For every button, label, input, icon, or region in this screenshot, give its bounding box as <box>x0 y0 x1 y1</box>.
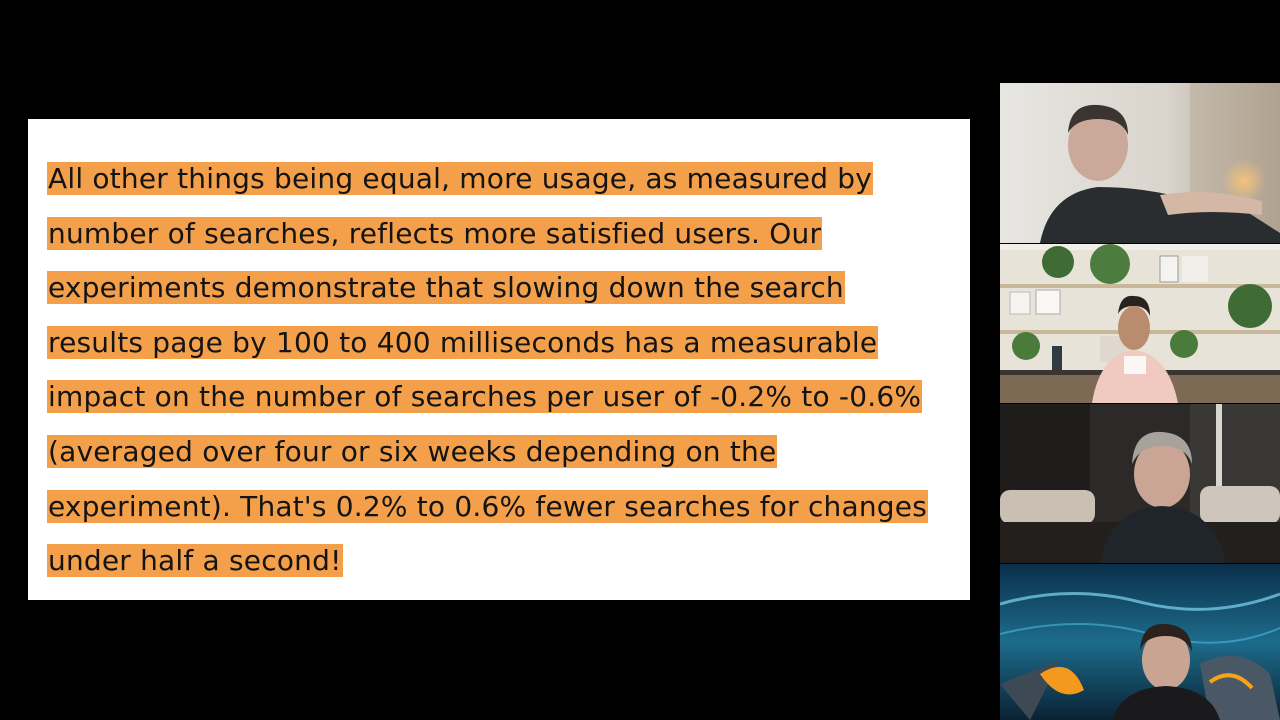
quote-line: All other things being equal, more usage… <box>47 162 874 195</box>
quote-line: results page by 100 to 400 milliseconds … <box>47 325 879 359</box>
participant-tiles <box>1000 83 1280 720</box>
participant-3-video <box>1000 404 1280 563</box>
participant-4-video <box>1000 564 1280 720</box>
quote-line: experiments demonstrate that slowing dow… <box>47 271 845 305</box>
participant-tile-3[interactable] <box>1000 404 1280 563</box>
participant-1-video <box>1000 83 1280 243</box>
shared-slide: All other things being equal, more usage… <box>28 119 970 600</box>
participant-tile-1[interactable] <box>1000 83 1280 243</box>
participant-tile-4[interactable] <box>1000 564 1280 720</box>
participant-tile-2[interactable] <box>1000 244 1280 403</box>
participant-2-video <box>1000 244 1280 403</box>
quote-line: number of searches, reflects more satisf… <box>47 216 823 250</box>
highlighted-quote: All other things being equal, more usage… <box>47 152 928 589</box>
quote-line: under half a second! <box>47 544 343 578</box>
quote-line: (averaged over four or six weeks dependi… <box>47 434 778 468</box>
quote-line: impact on the number of searches per use… <box>47 380 923 414</box>
quote-line: experiment). That's 0.2% to 0.6% fewer s… <box>47 489 928 523</box>
